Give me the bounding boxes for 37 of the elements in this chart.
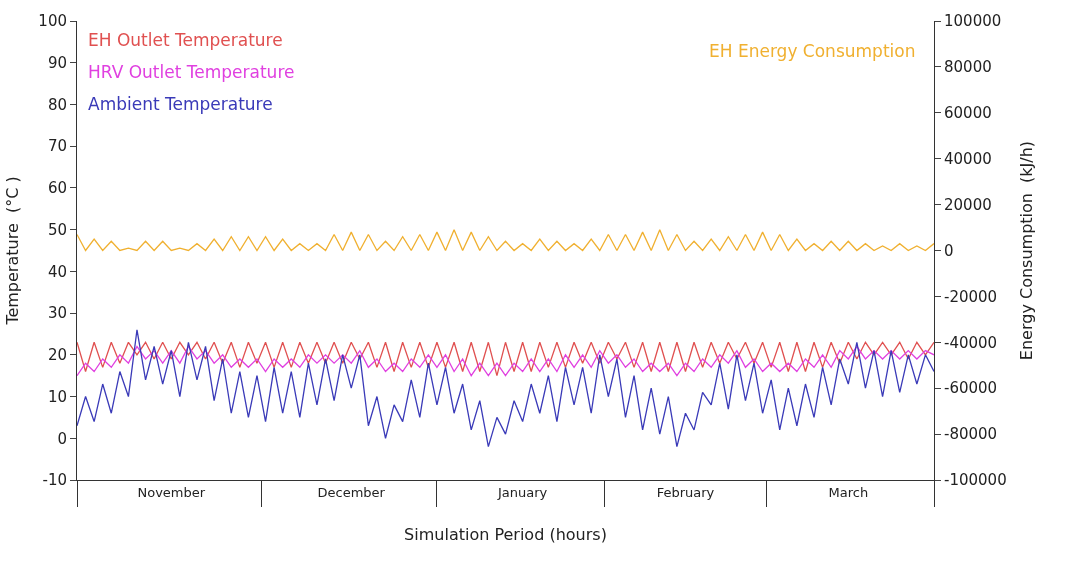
text: Ambient Temperature [88,94,273,114]
y2-tick-label: -20000 [944,287,998,306]
text: EH Energy Consumption [709,41,916,61]
y-tick-label: 90 [47,53,67,72]
y2-tick-label: -80000 [944,425,998,444]
y2-tick-label: 0 [944,241,954,260]
x-tick-label: January [496,484,548,500]
line-series [77,229,934,252]
text: EH Outlet Temperature [88,30,283,50]
y2-tick-label: 40000 [944,149,992,168]
y-tick-label: 20 [47,346,67,365]
y2-axis-title: Energy Consumption (kJ/h) [1017,140,1037,361]
y-tick-label: 70 [47,137,67,156]
y-tick-label: 0 [57,429,67,448]
x-tick-label: March [828,484,869,500]
y-tick-label: -10 [42,471,67,490]
y2-tick-label: 100000 [944,12,1002,31]
y-tick-label: 10 [47,387,67,406]
y-axis-title: Temperature (°C ) [3,176,23,326]
y-tick-label: 60 [47,179,67,198]
y-tick-label: 100 [38,12,67,31]
y2-tick-label: -60000 [944,379,998,398]
y2-tick-label: 20000 [944,195,992,214]
y-tick-label: 50 [47,220,67,239]
x-axis-title: Simulation Period (hours) [404,525,607,545]
y2-tick-label: -40000 [944,333,998,352]
text: HRV Outlet Temperature [88,62,295,82]
y-tick-label: 80 [47,95,67,114]
x-tick-label: December [317,484,386,500]
y2-tick-label: 60000 [944,104,992,123]
x-tick-label: November [137,484,206,500]
line-series [77,329,934,448]
y2-tick-label: -100000 [944,471,1007,490]
y-tick-label: 30 [47,304,67,323]
y2-tick-label: 80000 [944,58,992,77]
x-tick-label: February [656,484,715,500]
y-tick-label: 40 [47,262,67,281]
